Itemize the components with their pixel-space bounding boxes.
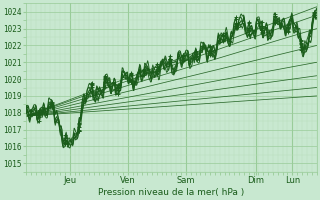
X-axis label: Pression niveau de la mer( hPa ): Pression niveau de la mer( hPa ) xyxy=(98,188,244,197)
